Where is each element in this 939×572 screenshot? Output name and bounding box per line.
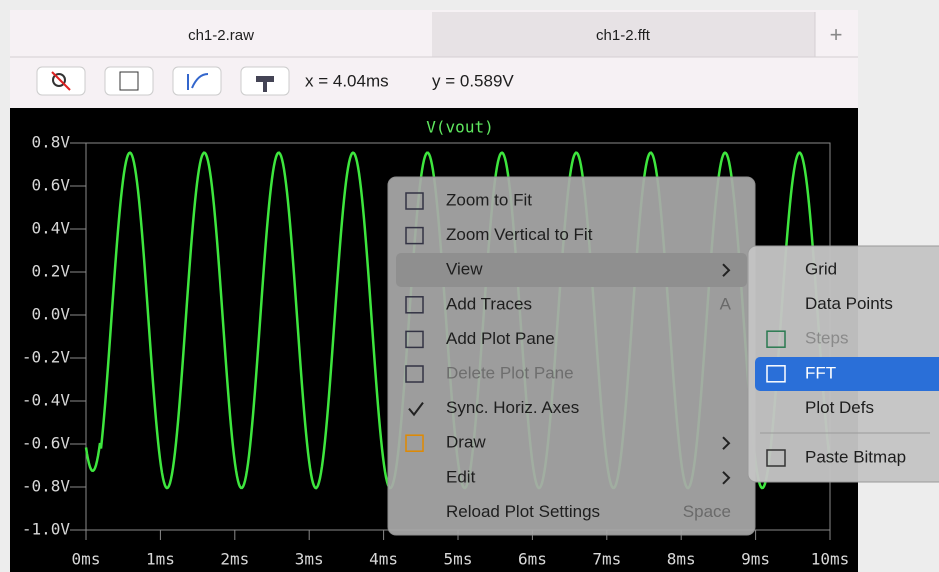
tab-inactive[interactable] — [432, 12, 815, 57]
icon — [51, 71, 71, 91]
icon — [187, 73, 209, 90]
y-tick-label: -0.2V — [22, 348, 71, 367]
menu-item[interactable]: Add Traces — [446, 294, 532, 313]
menu-highlight — [396, 253, 747, 287]
menu-shortcut: A — [720, 294, 732, 313]
submenu-highlight — [755, 357, 939, 391]
x-tick-label: 2ms — [220, 550, 249, 569]
x-readout: x = 4.04ms — [305, 71, 389, 90]
tab-label[interactable]: ch1-2.raw — [188, 27, 254, 44]
x-tick-label: 7ms — [592, 550, 621, 569]
menu-item[interactable]: Edit — [446, 467, 476, 486]
new-tab[interactable]: + — [830, 22, 843, 47]
toolbar: x = 4.04ms y = 0.589V — [36, 66, 514, 96]
y-tick-label: 0.6V — [31, 176, 70, 195]
check — [408, 402, 424, 417]
y-tick-label: 0.0V — [31, 305, 70, 324]
menu-shortcut: Space — [683, 502, 731, 521]
y-tick-label: -0.4V — [22, 391, 71, 410]
y-tick-label: -0.8V — [22, 477, 71, 496]
menu-icon — [405, 296, 424, 314]
menu-icon — [405, 434, 424, 452]
x-tick-label: 5ms — [444, 550, 473, 569]
submenu-item[interactable]: Paste Bitmap — [805, 447, 906, 466]
menu-item[interactable]: Draw — [446, 433, 486, 452]
submenu-icon — [766, 330, 786, 348]
menu-icon — [405, 330, 424, 349]
menu-item[interactable]: Delete Plot Pane — [446, 363, 574, 382]
x-tick-label: 10ms — [811, 550, 850, 569]
x-tick-label: 4ms — [369, 550, 398, 569]
menu-item[interactable]: Sync. Horiz. Axes — [446, 398, 579, 417]
submenu-item[interactable]: Grid — [805, 259, 837, 278]
y-tick-label: 0.2V — [31, 262, 70, 281]
menu-icon — [405, 192, 424, 210]
tool-button[interactable] — [104, 66, 154, 96]
y-tick-label: 0.8V — [31, 133, 70, 152]
submenu-arrow — [722, 263, 731, 277]
y-tick-label: -1.0V — [22, 520, 71, 539]
context-menu: Zoom to Fit Zoom Vertical to Fit View Add T… — [387, 176, 756, 536]
icon — [119, 71, 139, 91]
menu-item[interactable]: Reload Plot Settings — [446, 502, 600, 521]
menu-item[interactable]: Zoom Vertical to Fit — [446, 225, 593, 244]
icon — [256, 76, 274, 92]
x-tick-label: 3ms — [295, 550, 324, 569]
submenu-arrow — [722, 436, 731, 450]
submenu-item[interactable]: Plot Defs — [805, 398, 874, 417]
submenu-item[interactable]: Steps — [805, 329, 848, 348]
axes: 0.8V 0.6V 0.4V 0.2V 0.0V -0.2V -0.4V -0.6V -0.8V… — [22, 133, 849, 569]
submenu-arrow — [722, 471, 731, 485]
x-tick-label: 0ms — [72, 550, 101, 569]
submenu-icon — [766, 449, 786, 467]
x-tick-label: 6ms — [518, 550, 547, 569]
menu-item[interactable]: Zoom to Fit — [446, 190, 532, 209]
y-tick-label: 0.4V — [31, 219, 70, 238]
menu-item[interactable]: Add Plot Pane — [446, 329, 555, 348]
submenu-item[interactable]: FFT — [805, 363, 836, 382]
x-tick-label: 9ms — [741, 550, 770, 569]
x-tick-label: 1ms — [146, 550, 175, 569]
y-readout: y = 0.589V — [432, 71, 514, 90]
icon — [52, 73, 66, 87]
submenu-item[interactable]: Data Points — [805, 294, 893, 313]
tab-label[interactable]: ch1-2.fft — [596, 27, 651, 44]
menu-icon — [405, 226, 424, 245]
y-tick-label: -0.6V — [22, 434, 71, 453]
menu-item[interactable]: View — [446, 260, 483, 279]
plot-title: V(vout) — [426, 118, 493, 137]
x-tick-label: 8ms — [667, 550, 696, 569]
submenu-icon — [766, 365, 786, 383]
menu-icon — [405, 365, 424, 383]
submenu: Grid Data Points Steps FFT Plot Defs Paste Bi… — [747, 245, 939, 483]
